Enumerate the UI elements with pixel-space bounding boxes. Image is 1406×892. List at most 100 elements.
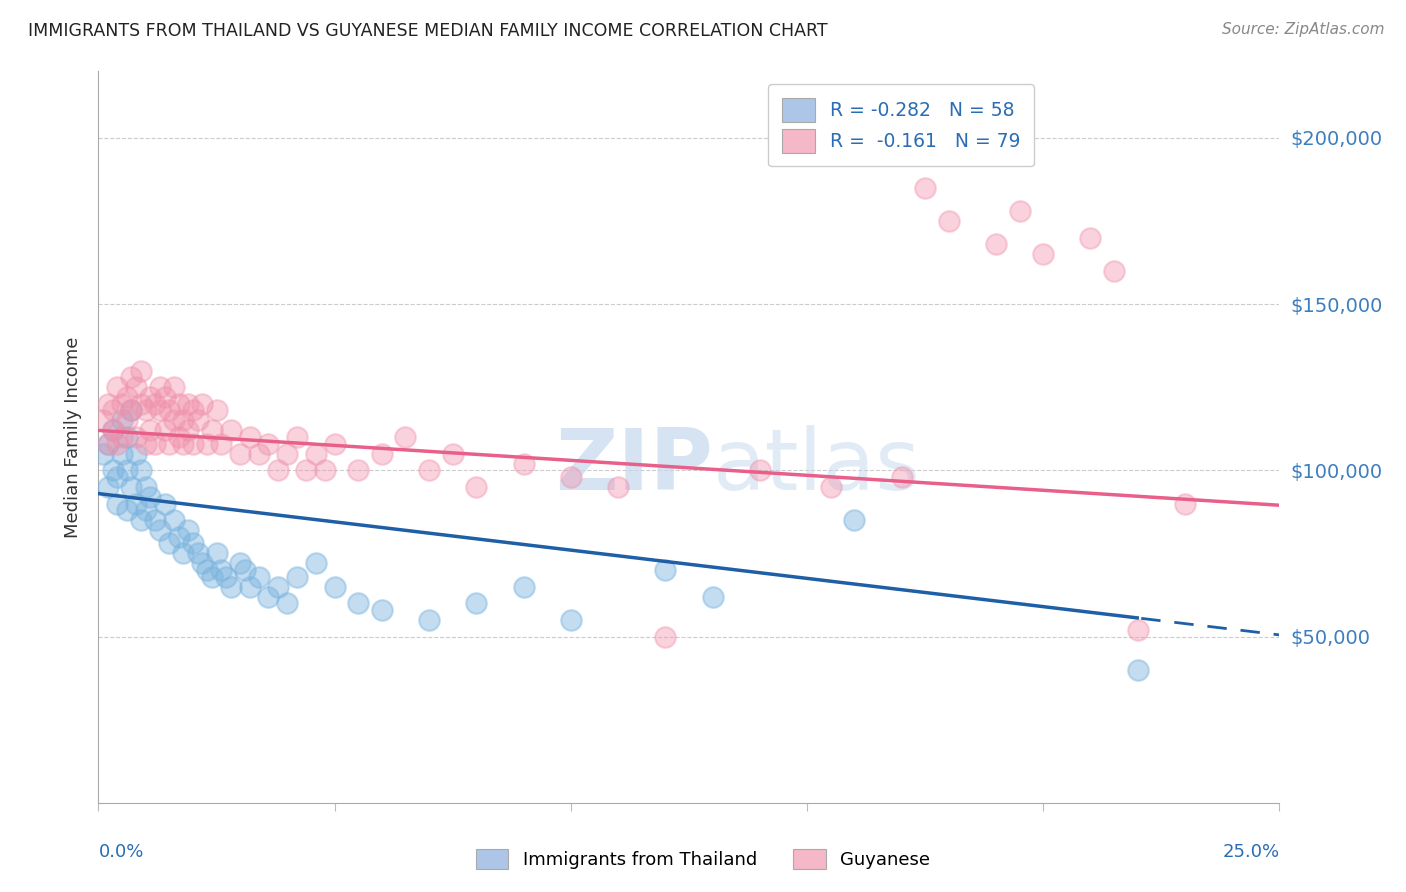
Point bbox=[1102, 264, 1125, 278]
Point bbox=[97, 436, 120, 450]
Point bbox=[181, 403, 204, 417]
Point bbox=[890, 470, 912, 484]
Point bbox=[129, 397, 152, 411]
Point bbox=[233, 563, 256, 577]
Point bbox=[91, 413, 114, 427]
Point bbox=[91, 447, 114, 461]
Point bbox=[267, 580, 290, 594]
Point bbox=[157, 403, 180, 417]
Point bbox=[1126, 623, 1149, 637]
Point bbox=[257, 436, 280, 450]
Point bbox=[115, 463, 138, 477]
Point bbox=[1080, 230, 1102, 244]
Point bbox=[187, 546, 209, 560]
Point bbox=[125, 430, 148, 444]
Point bbox=[285, 430, 308, 444]
Point bbox=[149, 380, 172, 394]
Point bbox=[101, 403, 124, 417]
Point bbox=[149, 523, 172, 537]
Point bbox=[121, 370, 143, 384]
Point bbox=[125, 497, 148, 511]
Point bbox=[135, 503, 157, 517]
Point bbox=[347, 463, 370, 477]
Point bbox=[654, 630, 676, 644]
Point bbox=[153, 424, 176, 438]
Point bbox=[172, 436, 194, 450]
Point bbox=[305, 447, 328, 461]
Point bbox=[844, 513, 866, 527]
Point bbox=[163, 380, 186, 394]
Point bbox=[97, 436, 120, 450]
Point bbox=[247, 447, 270, 461]
Point bbox=[111, 430, 134, 444]
Text: 0.0%: 0.0% bbox=[98, 843, 143, 861]
Point bbox=[229, 447, 252, 461]
Point bbox=[347, 596, 370, 610]
Point bbox=[371, 603, 394, 617]
Point bbox=[143, 397, 166, 411]
Point bbox=[195, 436, 218, 450]
Point bbox=[125, 447, 148, 461]
Point bbox=[323, 436, 346, 450]
Point bbox=[105, 380, 128, 394]
Point bbox=[187, 413, 209, 427]
Text: 25.0%: 25.0% bbox=[1222, 843, 1279, 861]
Point bbox=[654, 563, 676, 577]
Point bbox=[219, 424, 242, 438]
Point bbox=[938, 214, 960, 228]
Point bbox=[97, 397, 120, 411]
Point bbox=[115, 430, 138, 444]
Point bbox=[135, 436, 157, 450]
Point bbox=[111, 447, 134, 461]
Point bbox=[121, 403, 143, 417]
Point bbox=[820, 480, 842, 494]
Point bbox=[201, 570, 224, 584]
Point bbox=[295, 463, 318, 477]
Point bbox=[418, 463, 440, 477]
Text: Source: ZipAtlas.com: Source: ZipAtlas.com bbox=[1222, 22, 1385, 37]
Point bbox=[257, 590, 280, 604]
Point bbox=[247, 570, 270, 584]
Point bbox=[239, 430, 262, 444]
Text: ZIP: ZIP bbox=[555, 425, 713, 508]
Point bbox=[153, 497, 176, 511]
Point bbox=[157, 436, 180, 450]
Point bbox=[177, 523, 200, 537]
Point bbox=[97, 480, 120, 494]
Point bbox=[101, 424, 124, 438]
Point bbox=[135, 480, 157, 494]
Point bbox=[125, 380, 148, 394]
Point bbox=[1174, 497, 1197, 511]
Point bbox=[441, 447, 464, 461]
Point bbox=[914, 180, 936, 194]
Point bbox=[105, 497, 128, 511]
Point bbox=[163, 413, 186, 427]
Point bbox=[512, 580, 534, 594]
Point bbox=[167, 430, 190, 444]
Point bbox=[560, 613, 582, 627]
Point bbox=[285, 570, 308, 584]
Point bbox=[209, 436, 232, 450]
Point bbox=[276, 447, 298, 461]
Point bbox=[195, 563, 218, 577]
Point bbox=[418, 613, 440, 627]
Point bbox=[181, 536, 204, 550]
Point bbox=[157, 536, 180, 550]
Point bbox=[181, 436, 204, 450]
Point bbox=[748, 463, 770, 477]
Point bbox=[305, 557, 328, 571]
Point bbox=[209, 563, 232, 577]
Point bbox=[512, 457, 534, 471]
Point bbox=[115, 503, 138, 517]
Point bbox=[149, 403, 172, 417]
Point bbox=[229, 557, 252, 571]
Point bbox=[465, 596, 488, 610]
Point bbox=[702, 590, 724, 604]
Point bbox=[101, 463, 124, 477]
Point bbox=[115, 413, 138, 427]
Point bbox=[215, 570, 238, 584]
Text: IMMIGRANTS FROM THAILAND VS GUYANESE MEDIAN FAMILY INCOME CORRELATION CHART: IMMIGRANTS FROM THAILAND VS GUYANESE MED… bbox=[28, 22, 828, 40]
Point bbox=[121, 403, 143, 417]
Text: atlas: atlas bbox=[713, 425, 921, 508]
Point bbox=[371, 447, 394, 461]
